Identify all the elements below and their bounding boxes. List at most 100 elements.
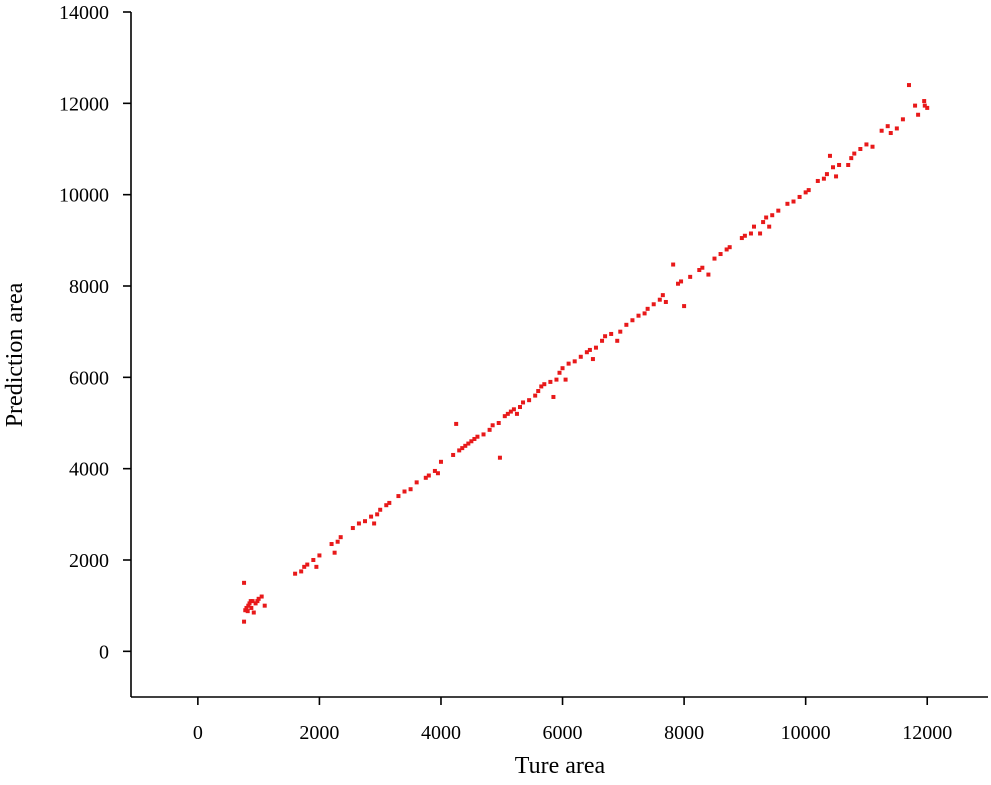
point (554, 377, 559, 382)
point (251, 610, 256, 615)
point (671, 262, 676, 267)
point (551, 394, 556, 399)
point (438, 459, 443, 464)
point (645, 306, 650, 311)
point (679, 279, 684, 284)
point (916, 112, 921, 117)
point (332, 550, 337, 555)
point (724, 247, 729, 252)
point (682, 304, 687, 309)
y-tick-label: 8000 (69, 276, 109, 298)
point (481, 432, 486, 437)
y-tick-label: 12000 (59, 93, 109, 115)
point (748, 231, 753, 236)
x-tick-label: 10000 (781, 722, 831, 744)
x-tick-label: 8000 (664, 722, 704, 744)
point (378, 507, 383, 512)
point (250, 599, 255, 604)
point (864, 142, 869, 147)
point (253, 601, 258, 606)
point (560, 366, 565, 371)
point (660, 293, 665, 298)
point (255, 599, 260, 604)
point (293, 571, 298, 576)
point (806, 188, 811, 193)
point (837, 162, 842, 167)
y-axis-label: Prediction area (2, 282, 28, 427)
point (609, 331, 614, 336)
point (834, 174, 839, 179)
point (246, 603, 251, 608)
point (350, 526, 355, 531)
point (314, 564, 319, 569)
point (803, 190, 808, 195)
point (566, 361, 571, 366)
point (317, 553, 322, 558)
point (590, 357, 595, 362)
point (913, 103, 918, 108)
point (584, 350, 589, 355)
point (852, 151, 857, 156)
point (435, 471, 440, 476)
point (900, 117, 905, 122)
point (469, 439, 474, 444)
point (454, 421, 459, 426)
point (827, 153, 832, 158)
point (432, 468, 437, 473)
point (758, 231, 763, 236)
point (244, 605, 249, 610)
point (375, 512, 380, 517)
point (770, 213, 775, 218)
point (630, 318, 635, 323)
point (259, 594, 264, 599)
point (712, 256, 717, 261)
point (831, 165, 836, 170)
point (369, 514, 374, 519)
point (539, 384, 544, 389)
y-tick-label: 10000 (59, 185, 109, 207)
y-tick-label: 0 (99, 641, 109, 663)
point (888, 131, 893, 136)
point (797, 194, 802, 199)
y-tick-label: 6000 (69, 367, 109, 389)
point (593, 345, 598, 350)
point (335, 539, 340, 544)
point (302, 564, 307, 569)
x-tick-label: 2000 (299, 722, 339, 744)
point (815, 178, 820, 183)
point (718, 252, 723, 257)
point (879, 128, 884, 133)
point (615, 338, 620, 343)
point (505, 411, 510, 416)
point (423, 475, 428, 480)
point (311, 558, 316, 562)
point (791, 199, 796, 204)
point (618, 329, 623, 334)
point (363, 519, 368, 524)
point (742, 233, 747, 238)
point (514, 411, 519, 416)
point (542, 382, 547, 387)
point (925, 105, 930, 110)
point (922, 103, 927, 108)
point (624, 322, 629, 327)
x-tick-label: 12000 (902, 722, 952, 744)
point (242, 580, 247, 585)
x-tick-label: 6000 (543, 722, 583, 744)
y-tick-label: 4000 (69, 459, 109, 481)
point (384, 503, 389, 508)
point (508, 409, 513, 414)
point (496, 421, 501, 425)
point (247, 601, 252, 606)
point (688, 274, 693, 279)
point (563, 377, 568, 382)
point (372, 521, 377, 526)
point (651, 302, 656, 307)
point (256, 596, 261, 601)
point (870, 144, 875, 149)
point (761, 220, 766, 225)
point (785, 201, 790, 206)
point (636, 313, 641, 318)
point (600, 338, 605, 343)
point (697, 268, 702, 273)
